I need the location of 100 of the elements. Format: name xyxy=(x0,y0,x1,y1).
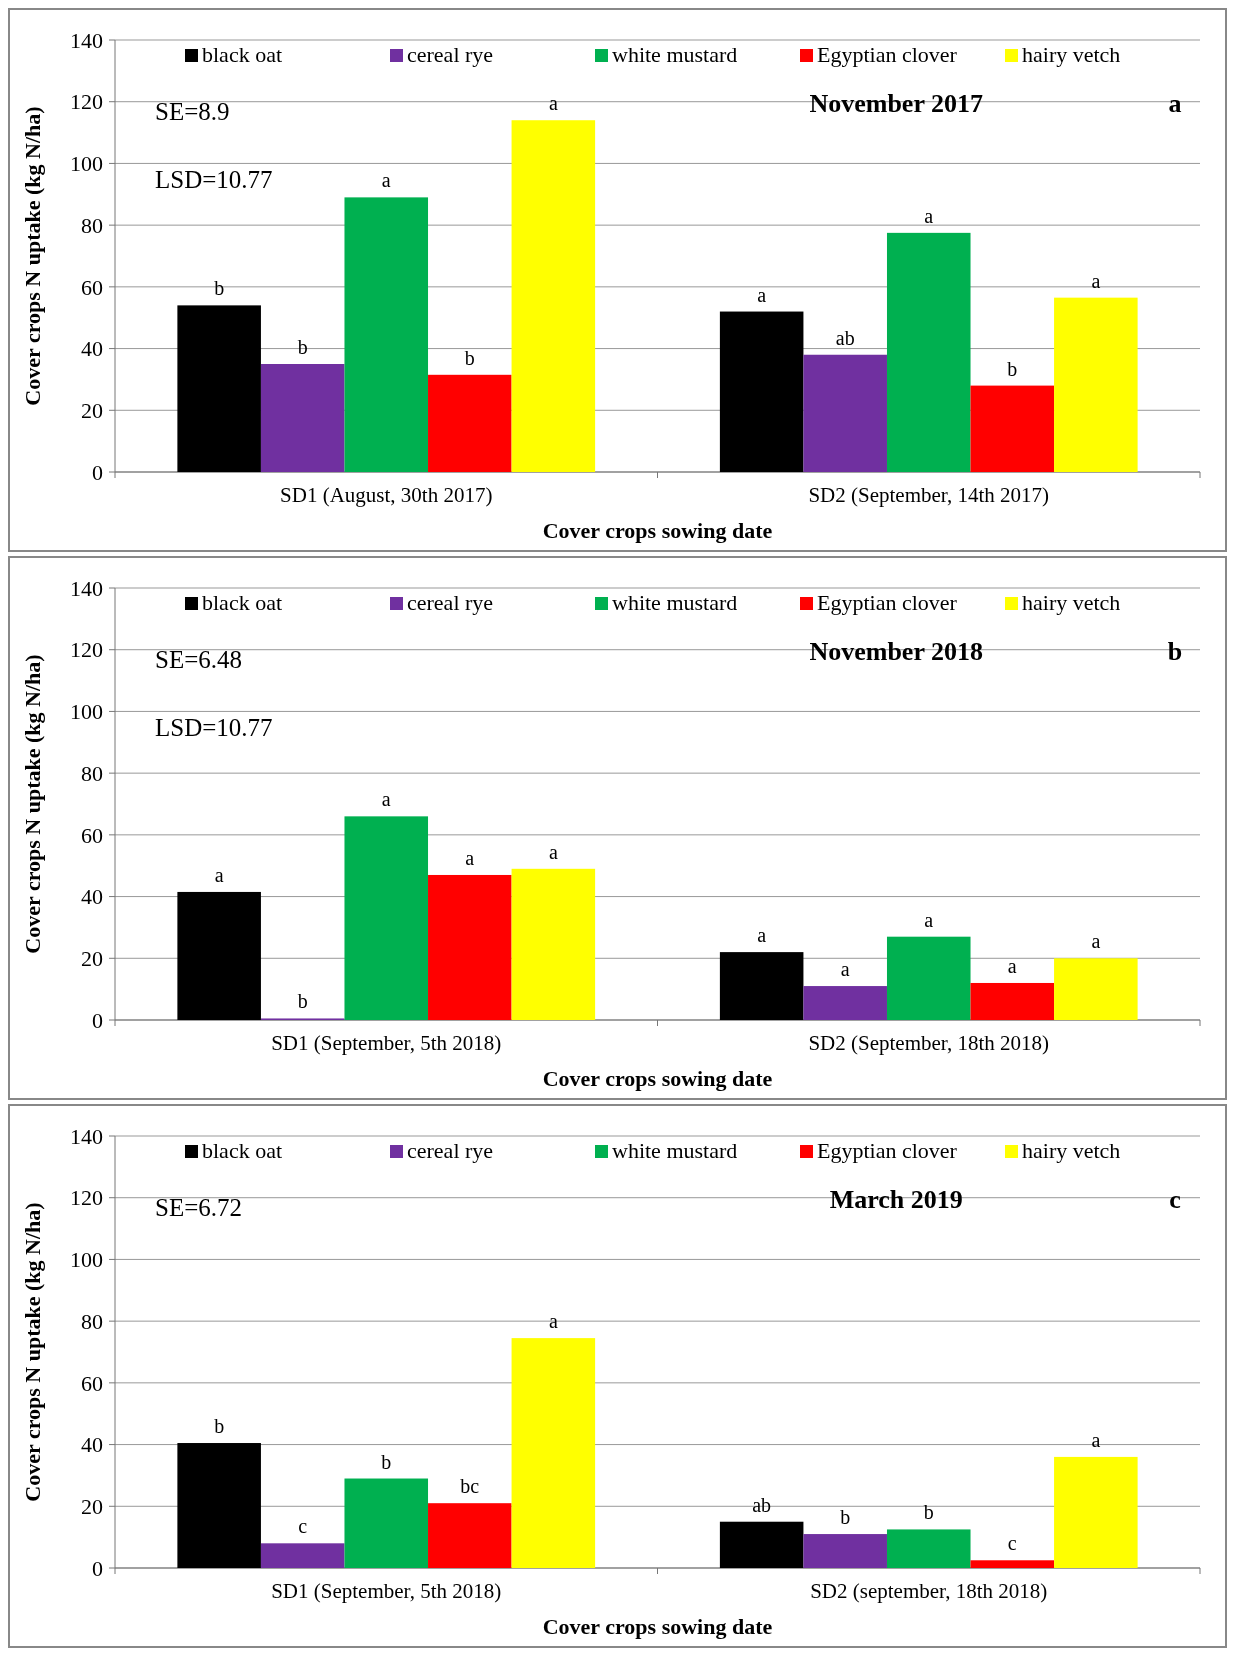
legend-label: Egyptian clover xyxy=(817,1138,958,1163)
data-label: a xyxy=(757,283,767,306)
y-tick-label: 0 xyxy=(92,1007,103,1033)
data-label: ab xyxy=(752,1493,772,1516)
legend-label: hairy vetch xyxy=(1022,42,1121,67)
y-tick-label: 100 xyxy=(70,699,103,725)
data-label: b xyxy=(381,1450,392,1473)
data-label: b xyxy=(923,1501,934,1524)
y-tick-label: 100 xyxy=(70,1247,103,1273)
legend-label: Egyptian clover xyxy=(817,42,958,67)
data-label: bc xyxy=(460,1475,480,1498)
bar xyxy=(511,120,596,472)
legend-label: cereal rye xyxy=(407,42,494,67)
y-tick-label: 100 xyxy=(70,151,103,177)
legend-label: white mustard xyxy=(612,590,738,615)
text: March 2019 xyxy=(829,1185,963,1214)
annotation: a xyxy=(1168,89,1182,118)
data-label: b xyxy=(840,1506,851,1529)
annotation: SE=8.9 xyxy=(155,98,230,125)
y-tick-label: 40 xyxy=(81,336,103,362)
annotation: c xyxy=(1169,1185,1181,1214)
bar xyxy=(177,891,261,1020)
bar xyxy=(511,1338,596,1568)
bar xyxy=(719,311,804,472)
y-tick-label: 40 xyxy=(81,1432,103,1458)
bar xyxy=(803,986,887,1020)
annotation: SE=6.48 xyxy=(155,646,243,673)
y-tick-label: 80 xyxy=(81,212,103,238)
legend-label: Egyptian clover xyxy=(817,590,958,615)
data-label: a xyxy=(840,958,850,981)
bar xyxy=(719,1521,804,1568)
legend-label: white mustard xyxy=(612,1138,738,1163)
bar xyxy=(970,982,1055,1020)
y-tick-label: 40 xyxy=(81,884,103,910)
y-tick-label: 20 xyxy=(81,397,103,423)
bar xyxy=(1054,297,1138,472)
data-label: a xyxy=(1007,954,1017,977)
x-tick-label: SD1 (September, 5th 2018) xyxy=(271,1579,502,1603)
x-axis-title: Cover crops sowing date xyxy=(542,518,773,543)
bar xyxy=(260,364,345,472)
annotation: LSD=10.77 xyxy=(155,714,273,741)
bar xyxy=(177,305,261,472)
x-axis-title: Cover crops sowing date xyxy=(542,1614,773,1639)
bar xyxy=(428,1503,512,1568)
x-axis-title: Cover crops sowing date xyxy=(542,1066,773,1091)
x-tick-label: SD2 (September, 18th 2018) xyxy=(808,1031,1050,1055)
data-label: b xyxy=(464,346,475,369)
bar xyxy=(886,232,971,472)
y-tick-label: 80 xyxy=(81,760,103,786)
text: November 2017 xyxy=(809,89,983,118)
data-label: a xyxy=(381,788,391,811)
data-label: b xyxy=(297,990,308,1013)
bar xyxy=(260,1543,345,1568)
data-label: a xyxy=(1091,269,1101,292)
x-tick-label: SD1 (August, 30th 2017) xyxy=(280,483,493,507)
legend-label: hairy vetch xyxy=(1022,590,1121,615)
bar xyxy=(177,1443,261,1568)
y-tick-label: 120 xyxy=(70,637,103,663)
bar xyxy=(511,868,596,1020)
y-tick-label: 60 xyxy=(81,1370,103,1396)
bar xyxy=(344,1478,429,1568)
data-label: b xyxy=(214,277,225,300)
legend-label: black oat xyxy=(202,42,283,67)
legend-label: white mustard xyxy=(612,42,738,67)
data-label: a xyxy=(381,169,391,192)
data-label: a xyxy=(757,924,767,947)
y-tick-label: 0 xyxy=(92,1555,103,1581)
bar xyxy=(970,385,1055,472)
bar xyxy=(886,936,971,1020)
bar xyxy=(1054,958,1138,1020)
data-label: c xyxy=(298,1515,308,1538)
data-label: a xyxy=(548,1310,558,1333)
y-tick-label: 120 xyxy=(70,1185,103,1211)
bar xyxy=(428,374,512,472)
legend-label: hairy vetch xyxy=(1022,1138,1121,1163)
annotation: b xyxy=(1167,637,1183,666)
data-label: b xyxy=(214,1415,225,1438)
y-tick-label: 20 xyxy=(81,945,103,971)
data-label: a xyxy=(548,840,558,863)
x-tick-label: SD1 (September, 5th 2018) xyxy=(271,1031,502,1055)
y-tick-label: 20 xyxy=(81,1493,103,1519)
data-label: a xyxy=(548,92,558,115)
y-tick-label: 140 xyxy=(70,1123,103,1149)
y-axis-title: Cover crops N uptake (kg N/ha) xyxy=(20,1202,45,1502)
bar xyxy=(886,1529,971,1568)
y-axis-title: Cover crops N uptake (kg N/ha) xyxy=(20,106,45,406)
x-tick-label: SD2 (september, 18th 2018) xyxy=(810,1579,1048,1603)
y-tick-label: 60 xyxy=(81,822,103,848)
y-tick-label: 80 xyxy=(81,1308,103,1334)
data-label: c xyxy=(1007,1532,1017,1555)
bar xyxy=(719,952,804,1020)
y-tick-label: 140 xyxy=(70,575,103,601)
legend-label: cereal rye xyxy=(407,590,494,615)
bar xyxy=(1054,1456,1138,1568)
data-label: b xyxy=(297,336,308,358)
bar xyxy=(428,874,512,1020)
data-label: a xyxy=(214,863,224,886)
data-label: a xyxy=(465,846,475,869)
bar xyxy=(803,1534,887,1568)
annotation: SE=6.72 xyxy=(155,1194,243,1221)
